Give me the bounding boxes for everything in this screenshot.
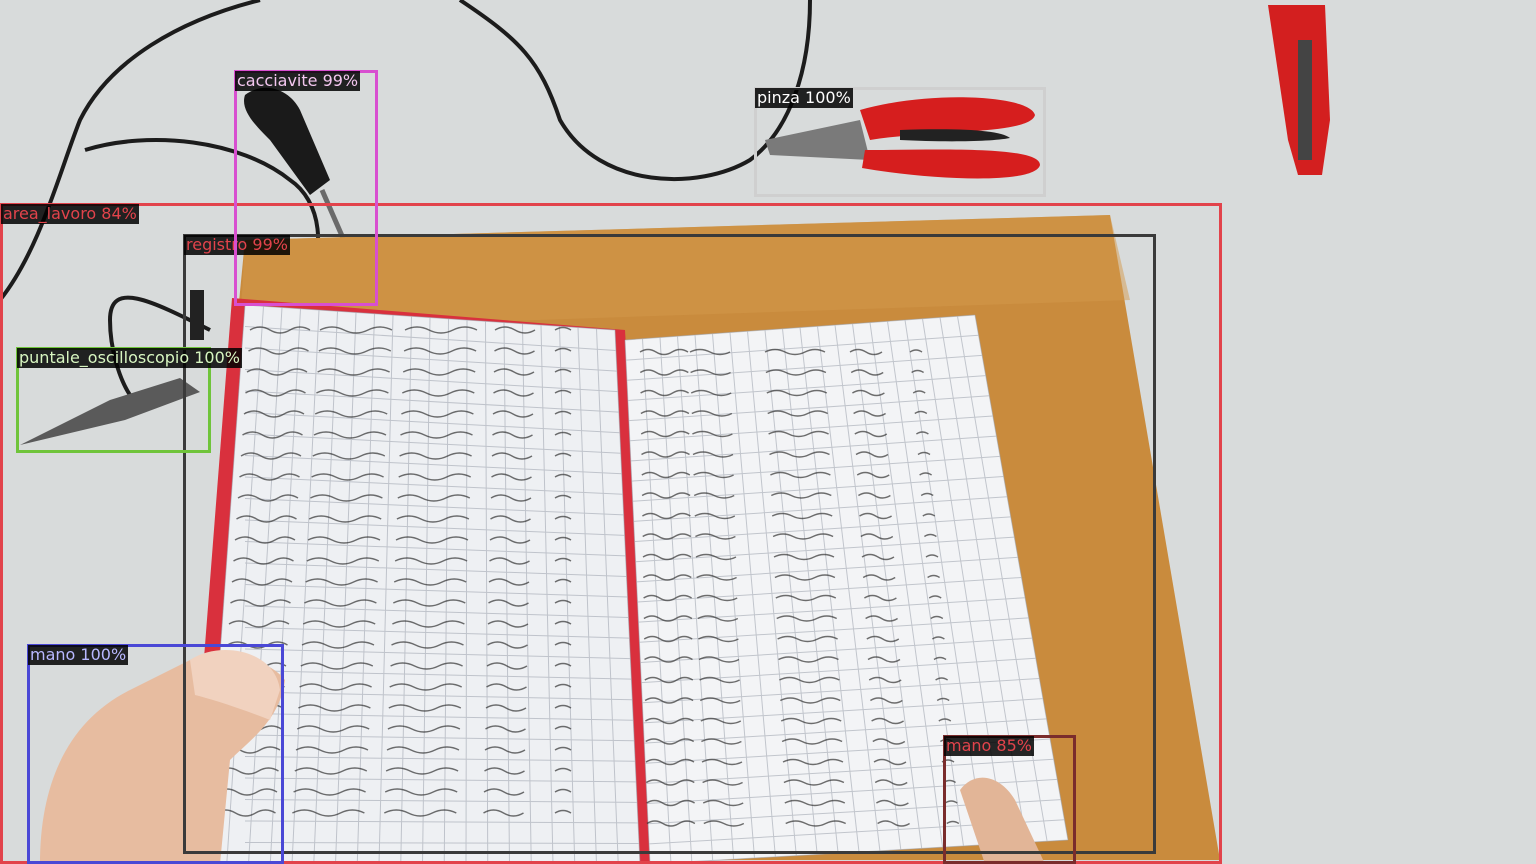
detection-pinza: pinza 100% [754,87,1046,197]
oscilloscope-probe [20,290,204,445]
detection-label-area-lavoro: area_lavoro 84% [1,204,139,224]
detection-area-lavoro: area_lavoro 84% [0,203,1222,864]
left-hand [40,650,285,864]
right-hand-finger [960,777,1045,864]
detection-mano-right: mano 85% [943,735,1076,864]
detection-mano-left: mano 100% [27,644,284,864]
detection-cacciavite: cacciavite 99% [234,70,378,306]
detection-label-mano-left: mano 100% [28,645,129,665]
detection-puntale-oscilloscopio: puntale_oscilloscopio 100% [16,347,242,453]
detection-label-puntale-oscilloscopio: puntale_oscilloscopio 100% [17,348,242,368]
detection-label-mano-right: mano 85% [944,736,1034,756]
box-cutter [1268,5,1330,175]
detection-label-cacciavite: cacciavite 99% [235,71,361,91]
detection-label-pinza: pinza 100% [755,88,853,108]
pliers [765,97,1040,179]
notebook-right-page [625,315,1068,864]
